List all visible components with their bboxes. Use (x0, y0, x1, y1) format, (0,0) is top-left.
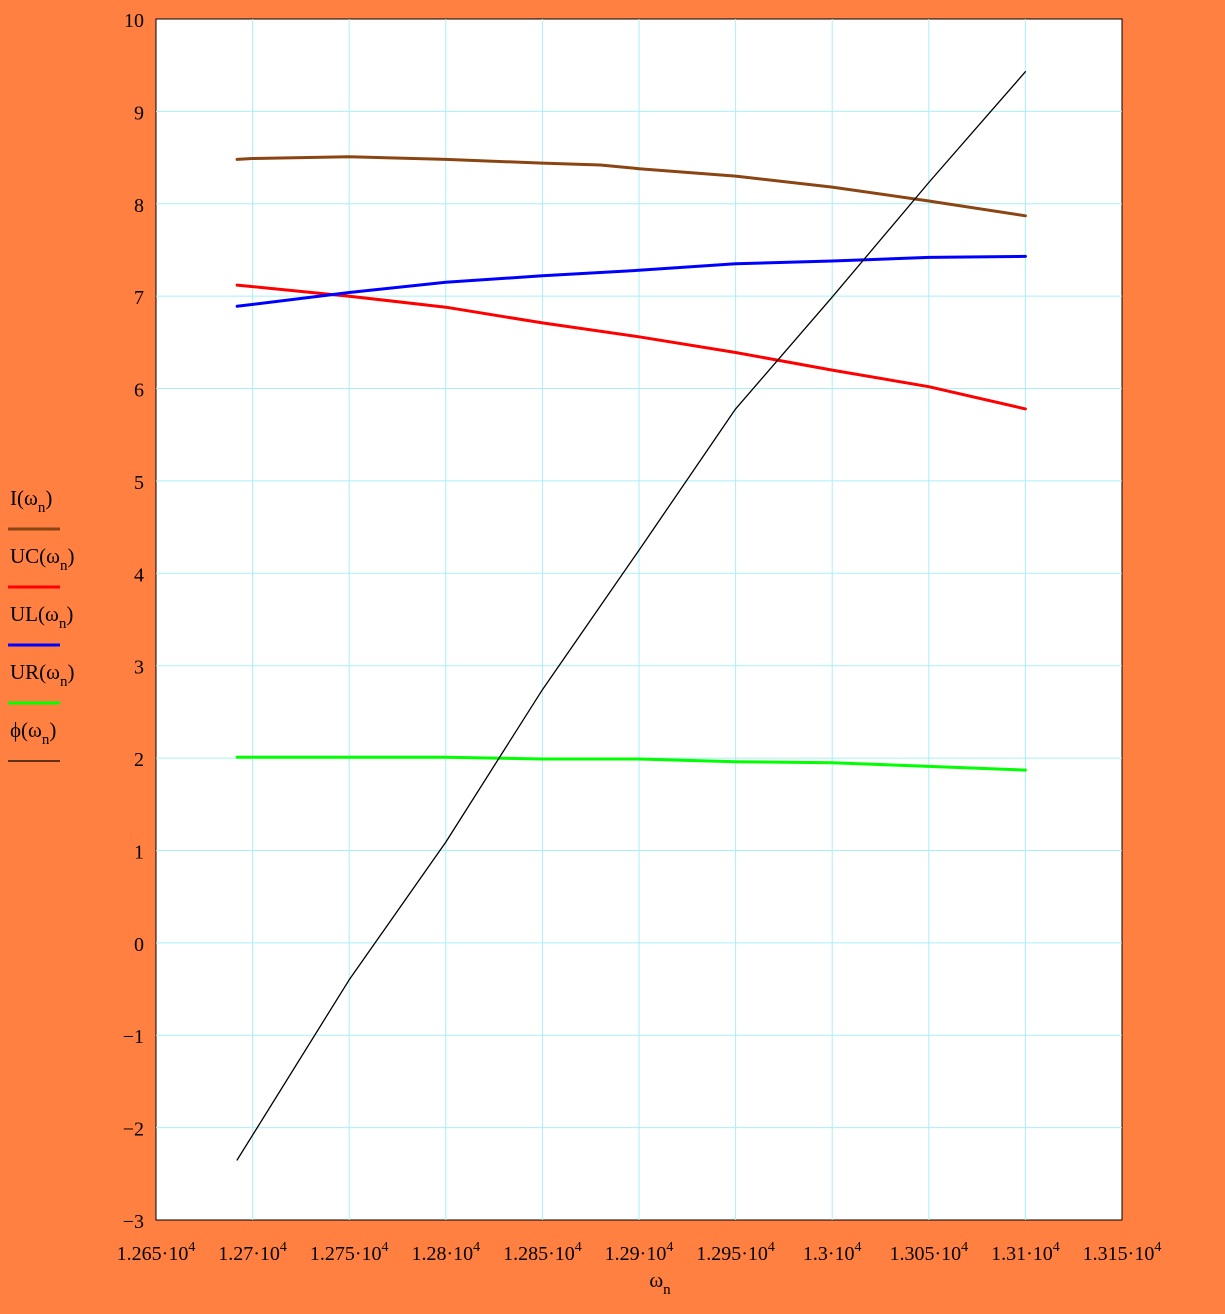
legend-entry-label: UC(ωn) (10, 544, 75, 574)
series-line-ur (235, 755, 1027, 772)
y-tick-label: 4 (134, 564, 144, 586)
x-tick-label: 1.315·104 (1083, 1240, 1162, 1265)
legend-entry-label: UR(ωn) (10, 660, 75, 690)
y-tick-label: 5 (134, 472, 144, 494)
legend-entry-label: UL(ωn) (10, 602, 73, 632)
x-tick-label: 1.305·104 (889, 1240, 968, 1265)
x-tick-label: 1.275·104 (310, 1240, 389, 1265)
series-line-ul (235, 254, 1027, 308)
y-tick-label: 7 (134, 287, 144, 309)
x-tick-label: 1.29·104 (605, 1240, 674, 1265)
y-tick-label: 10 (124, 10, 144, 32)
y-tick-label: −2 (123, 1119, 144, 1141)
y-tick-label: 1 (134, 841, 144, 863)
y-tick-label: 6 (134, 380, 144, 402)
series-line- (236, 71, 1027, 1161)
x-tick-label: 1.285·104 (503, 1240, 582, 1265)
legend-entry-label: I(ωn) (10, 486, 52, 516)
y-tick-label: 3 (134, 657, 144, 679)
y-tick-label: −3 (123, 1211, 144, 1233)
series-line-uc (235, 283, 1027, 411)
x-axis-label: ωn (649, 1268, 671, 1298)
y-tick-label: 8 (134, 195, 144, 217)
y-tick-label: 9 (134, 102, 144, 124)
y-tick-label: −1 (123, 1026, 144, 1048)
x-axis-title: ωn (649, 1268, 671, 1298)
legend-entry-label: ϕ(ωn) (10, 718, 56, 748)
x-tick-label: 1.3·104 (803, 1240, 862, 1265)
series-line-i (235, 155, 1027, 218)
grid (156, 19, 1122, 1220)
series-lines (235, 71, 1027, 1161)
y-tick-label: 2 (134, 749, 144, 771)
x-tick-label: 1.28·104 (411, 1240, 480, 1265)
x-tick-label: 1.295·104 (696, 1240, 775, 1265)
x-tick-label: 1.265·104 (117, 1240, 196, 1265)
legend: I(ωn) UC(ωn) UL(ωn) UR(ωn) ϕ(ωn) (8, 486, 75, 762)
x-tick-label: 1.27·104 (218, 1240, 287, 1265)
y-tick-label: 0 (134, 934, 144, 956)
x-tick-label: 1.31·104 (991, 1240, 1060, 1265)
x-axis-ticks: 1.265·104 1.27·104 1.275·104 1.28·104 1.285·… (117, 1240, 1162, 1265)
